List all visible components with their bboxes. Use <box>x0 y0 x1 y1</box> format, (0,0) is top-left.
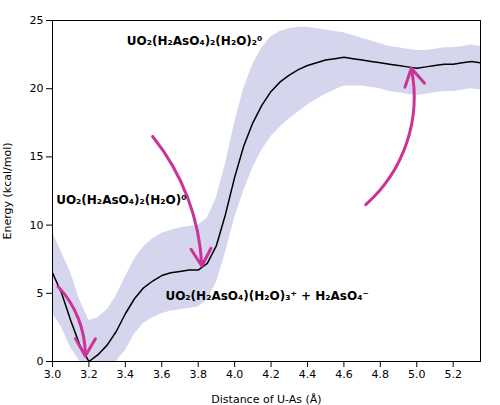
svg-text:Energy (kcal/mol): Energy (kcal/mol) <box>1 142 14 239</box>
svg-text:UO₂(H₂AsO₄)₂(H₂O)₂⁰: UO₂(H₂AsO₄)₂(H₂O)₂⁰ <box>127 34 263 48</box>
svg-text:5.2: 5.2 <box>444 368 462 381</box>
svg-text:4.0: 4.0 <box>226 368 244 381</box>
svg-text:15: 15 <box>30 150 44 163</box>
svg-text:0: 0 <box>37 355 44 368</box>
svg-text:Distance of U-As (Å): Distance of U-As (Å) <box>211 393 321 405</box>
svg-text:5.0: 5.0 <box>408 368 426 381</box>
svg-text:5: 5 <box>37 287 44 300</box>
svg-text:4.4: 4.4 <box>299 368 317 381</box>
svg-text:3.4: 3.4 <box>117 368 135 381</box>
svg-text:3.0: 3.0 <box>44 368 62 381</box>
svg-text:3.6: 3.6 <box>153 368 171 381</box>
svg-text:10: 10 <box>30 219 44 232</box>
svg-text:3.8: 3.8 <box>189 368 207 381</box>
svg-text:25: 25 <box>30 14 44 27</box>
svg-text:3.2: 3.2 <box>80 368 98 381</box>
svg-text:UO₂(H₂AsO₄)(H₂O)₃⁺ + H₂AsO₄⁻: UO₂(H₂AsO₄)(H₂O)₃⁺ + H₂AsO₄⁻ <box>165 289 368 303</box>
svg-text:4.6: 4.6 <box>335 368 353 381</box>
svg-text:UO₂(H₂AsO₄)₂(H₂O)⁰: UO₂(H₂AsO₄)₂(H₂O)⁰ <box>56 193 186 207</box>
svg-text:20: 20 <box>30 82 44 95</box>
svg-text:4.8: 4.8 <box>372 368 390 381</box>
svg-text:4.2: 4.2 <box>262 368 280 381</box>
